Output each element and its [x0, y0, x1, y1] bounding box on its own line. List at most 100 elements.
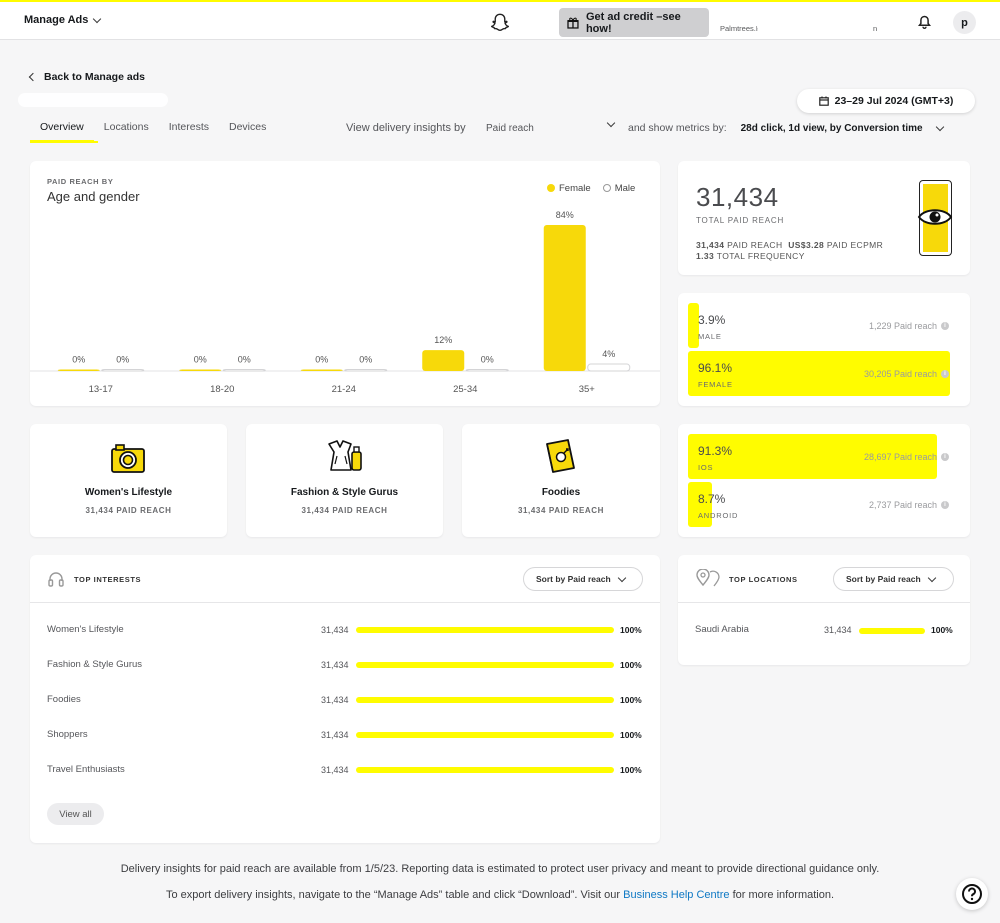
- audience-card-fashion[interactable]: Fashion & Style Gurus 31,434 PAID REACH: [246, 424, 443, 537]
- date-range-label: 23–29 Jul 2024 (GMT+3): [834, 95, 954, 107]
- legend-female-swatch: [547, 184, 555, 192]
- account-name[interactable]: Palmtrees.Ko: [720, 24, 766, 33]
- audience-title: Women's Lifestyle: [84, 487, 173, 498]
- legend-male-label: Male: [614, 183, 636, 194]
- sort-locations-button[interactable]: Sort by Paid reach: [833, 567, 954, 591]
- back-to-manage-ads-link[interactable]: Back to Manage ads: [28, 71, 145, 83]
- ios-paid-reach: 28,697 Paid reach i: [864, 452, 949, 462]
- campaign-name-redacted: [18, 93, 168, 107]
- insights-metric-value: Paid reach: [486, 123, 534, 134]
- info-icon[interactable]: i: [941, 322, 949, 330]
- x-tick-label: 25-34: [453, 384, 477, 395]
- interest-pct: 100%: [620, 660, 642, 670]
- snapchat-ghost-icon[interactable]: [489, 12, 511, 34]
- date-range-picker[interactable]: 23–29 Jul 2024 (GMT+3): [797, 89, 975, 113]
- sort-interests-button[interactable]: Sort by Paid reach: [523, 567, 643, 591]
- calendar-icon: [818, 96, 829, 106]
- chevron-down-icon: [935, 122, 944, 131]
- insights-metric-select[interactable]: Paid reach: [486, 118, 616, 134]
- camera-icon: [111, 444, 145, 473]
- ios-label: IOS: [698, 463, 714, 472]
- tab-interests[interactable]: Interests: [168, 121, 209, 133]
- tab-overview[interactable]: Overview: [30, 119, 94, 142]
- male-label: MALE: [698, 332, 722, 341]
- legend-male[interactable]: Male: [602, 183, 636, 194]
- headphones-icon: [48, 572, 64, 587]
- x-tick-label: 35+: [579, 384, 596, 395]
- paid-reach-value: 31,434: [696, 240, 725, 250]
- chevron-down-icon: [617, 573, 626, 582]
- interest-value: 31,434: [321, 730, 349, 740]
- audience-card-womens-lifestyle[interactable]: Women's Lifestyle 31,434 PAID REACH: [30, 424, 227, 537]
- interest-row: Travel Enthusiasts 31,434 100%: [47, 764, 647, 776]
- view-insights-label: View delivery insights by: [346, 122, 466, 134]
- gender-split-card: 3.9% MALE 1,229 Paid reach i 96.1% FEMALE…: [678, 293, 970, 406]
- location-pct: 100%: [931, 625, 953, 635]
- interest-value: 31,434: [321, 695, 349, 705]
- interest-row: Women's Lifestyle 31,434 100%: [47, 624, 647, 636]
- android-label: ANDROID: [698, 511, 739, 520]
- info-icon[interactable]: i: [941, 453, 949, 461]
- phone-eye-illustration: [917, 180, 953, 256]
- bar-label-female: 0%: [194, 355, 207, 365]
- metrics-attribution[interactable]: and show metrics by: 28d click, 1d view,…: [628, 122, 944, 134]
- divider: [30, 602, 660, 603]
- get-ad-credit-button[interactable]: Get ad credit –see how!: [559, 8, 709, 37]
- audience-title: Fashion & Style Gurus: [290, 487, 399, 498]
- bar-male: [465, 369, 509, 372]
- audience-reach-value: 31,434: [517, 506, 547, 515]
- bar-label-male: 0%: [359, 355, 372, 365]
- tab-locations[interactable]: Locations: [103, 121, 149, 133]
- female-paid-reach-value: 30,205 Paid reach: [863, 369, 937, 379]
- view-all-button[interactable]: View all: [47, 803, 104, 825]
- phone-screen: [917, 184, 953, 252]
- bell-icon[interactable]: [918, 15, 931, 29]
- dress-icon: [328, 440, 362, 471]
- bar-label-female: 84%: [556, 210, 574, 220]
- ios-share-bar: [688, 434, 937, 479]
- interest-value: 31,434: [321, 625, 349, 635]
- age-gender-chart: 0% 0% 13-17 0% 0% 18-20 0% 0% 21-24 12% 0% 25-34 84%…: [30, 210, 660, 395]
- footer-note-2: To export delivery insights, navigate to…: [0, 889, 1000, 901]
- frequency-value: 1.33: [696, 251, 715, 261]
- audience-title: Foodies: [541, 487, 581, 498]
- location-name: Saudi Arabia: [695, 624, 749, 635]
- bar-female: [422, 350, 465, 371]
- app-menu[interactable]: Manage Ads: [24, 14, 102, 26]
- interest-value: 31,434: [321, 660, 349, 670]
- footer-note-1: Delivery insights for paid reach are ava…: [120, 863, 880, 875]
- legend-female-label: Female: [559, 183, 591, 194]
- info-icon[interactable]: i: [941, 501, 949, 509]
- interest-value: 31,434: [321, 765, 349, 775]
- audience-reach-label: PAID REACH: [548, 506, 605, 515]
- male-paid-reach: 1,229 Paid reach i: [869, 321, 949, 331]
- interest-pct: 100%: [620, 625, 642, 635]
- audience-card-foodies[interactable]: Foodies 31,434 PAID REACH: [462, 424, 660, 537]
- help-button[interactable]: [956, 878, 988, 910]
- top-interests-title: TOP INTERESTS: [74, 575, 142, 584]
- bar-label-male: 4%: [602, 349, 615, 359]
- business-help-centre-link[interactable]: Business Help Centre: [623, 889, 730, 901]
- interest-pct: 100%: [620, 765, 642, 775]
- avatar[interactable]: p: [953, 11, 976, 34]
- bar-male: [101, 369, 145, 372]
- interest-share-bar: [356, 697, 614, 703]
- bar-male: [222, 369, 266, 372]
- female-share-bar: [688, 351, 950, 396]
- ios-paid-reach-value: 28,697 Paid reach: [863, 452, 937, 462]
- audience-reach-label: PAID REACH: [332, 506, 388, 515]
- sort-interests-label: Sort by Paid reach: [536, 574, 611, 584]
- location-share-bar: [859, 628, 925, 634]
- interest-name: Foodies: [47, 694, 81, 705]
- audience-reach: 31,434 PAID REACH: [462, 506, 660, 515]
- tab-devices[interactable]: Devices: [229, 121, 267, 133]
- x-tick-label: 18-20: [210, 384, 234, 395]
- active-tab-underline: [30, 141, 98, 143]
- legend-female[interactable]: Female: [547, 183, 591, 194]
- bar-female: [179, 369, 222, 371]
- total-paid-reach-card: 31,434 TOTAL PAID REACH 31,434 PAID REAC…: [678, 161, 970, 275]
- info-icon[interactable]: i: [941, 370, 949, 378]
- ios-pct: 91.3%: [698, 444, 733, 458]
- chevron-down-icon: [927, 573, 936, 582]
- bar-label-female: 12%: [434, 335, 452, 345]
